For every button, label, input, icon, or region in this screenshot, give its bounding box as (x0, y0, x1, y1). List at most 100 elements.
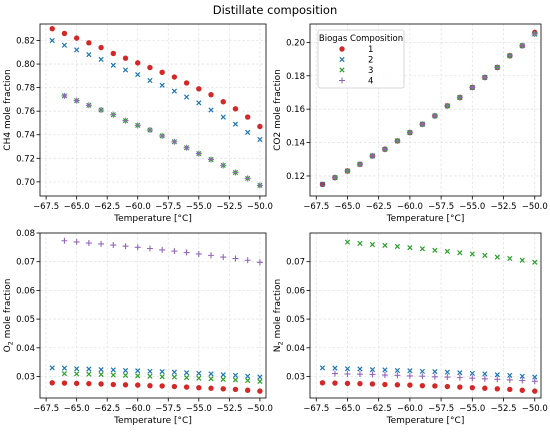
data-point (220, 114, 226, 120)
data-point (519, 387, 525, 393)
data-point (456, 94, 463, 101)
data-point (456, 374, 463, 381)
data-point (134, 244, 141, 251)
data-point (122, 372, 129, 378)
data-point (532, 374, 538, 380)
panel-2: −67.5 −65.0 −62.5 −60.0 −57.5 −55.0 −52.5 −50.0… (273, 23, 548, 224)
data-point (98, 371, 104, 378)
series-2 (319, 365, 538, 380)
data-point (183, 375, 190, 381)
data-point (519, 373, 525, 379)
y-tick-label: 0.08 (16, 229, 35, 239)
data-point (147, 64, 153, 71)
data-point (257, 136, 263, 143)
data-point (122, 367, 129, 374)
data-point (344, 167, 351, 174)
data-point (74, 366, 80, 372)
x-tick-label: −50.0 (522, 202, 548, 212)
axes-frame (309, 23, 542, 197)
data-point (494, 386, 500, 392)
data-point (110, 111, 117, 118)
x-tick-label: −57.5 (155, 202, 181, 212)
data-point (183, 249, 190, 256)
data-point (332, 380, 338, 386)
data-point (257, 388, 263, 394)
data-point (171, 248, 178, 255)
data-point (257, 378, 263, 384)
axes-frame (309, 232, 542, 399)
y-axis-label: N2 mole fraction (273, 279, 285, 352)
data-point (232, 377, 239, 383)
y-tick-label: 0.14 (286, 139, 305, 149)
data-point (73, 97, 80, 104)
x-tick-label: −67.5 (33, 404, 59, 414)
series-2 (49, 365, 263, 380)
data-point (407, 245, 413, 251)
data-point (220, 386, 226, 392)
plot-area (40, 233, 266, 398)
data-point (244, 257, 251, 264)
data-point (61, 237, 68, 244)
data-point (183, 94, 190, 100)
data-point (369, 241, 376, 248)
x-tick-label: −52.5 (491, 202, 517, 212)
x-tick-label: −65.0 (334, 202, 360, 212)
series-3 (61, 370, 263, 384)
data-point (494, 64, 501, 71)
data-point (159, 69, 165, 76)
y-tick-label: 0.82 (16, 36, 35, 46)
data-point (394, 382, 401, 388)
data-point (232, 372, 239, 378)
x-tick-label: −55.0 (459, 202, 485, 212)
data-point (494, 376, 501, 383)
data-point (196, 100, 202, 106)
x-tick-label: −55.0 (459, 404, 485, 414)
data-point (319, 181, 326, 187)
x-axis-label: Temperature [°C] (386, 416, 465, 426)
legend-label: 3 (368, 66, 373, 76)
data-point (85, 102, 92, 109)
y-tick-label: 0.07 (16, 258, 35, 268)
data-point (73, 35, 80, 41)
data-point (147, 77, 153, 84)
y-tick-label: 0.76 (16, 107, 35, 117)
data-point (208, 385, 214, 391)
data-point (98, 107, 105, 113)
y-tick-label: 0.80 (16, 60, 35, 70)
data-point (394, 372, 401, 379)
series-2 (49, 37, 263, 143)
data-point (134, 122, 141, 129)
data-point (110, 62, 116, 68)
data-point (171, 369, 178, 375)
data-point (519, 377, 526, 384)
data-point (444, 369, 450, 375)
legend-entry-4: 4 (339, 77, 373, 87)
data-point (482, 385, 488, 391)
data-point (419, 373, 426, 380)
data-point (208, 252, 215, 259)
data-point (135, 373, 141, 379)
data-point (369, 381, 376, 387)
plot-area (40, 24, 266, 196)
legend-marker (339, 67, 345, 73)
data-point (61, 365, 68, 371)
x-axis-label: Temperature [°C] (113, 416, 192, 426)
data-point (432, 383, 438, 389)
data-point (86, 371, 92, 377)
series-3 (344, 239, 538, 265)
data-point (406, 129, 413, 136)
data-point (369, 152, 376, 159)
data-point (369, 371, 376, 378)
legend-entry-1: 1 (339, 45, 373, 55)
data-point (159, 368, 165, 375)
y-tick-label: 0.16 (286, 105, 305, 115)
data-point (482, 252, 488, 259)
y-tick-label: 0.12 (286, 172, 305, 182)
x-tick-label: −65.0 (334, 404, 360, 414)
data-point (319, 380, 326, 386)
data-point (356, 371, 363, 378)
data-point (110, 367, 116, 373)
x-tick-label: −50.0 (522, 404, 548, 414)
data-point (369, 366, 376, 373)
y-tick-label: 0.05 (16, 315, 35, 325)
